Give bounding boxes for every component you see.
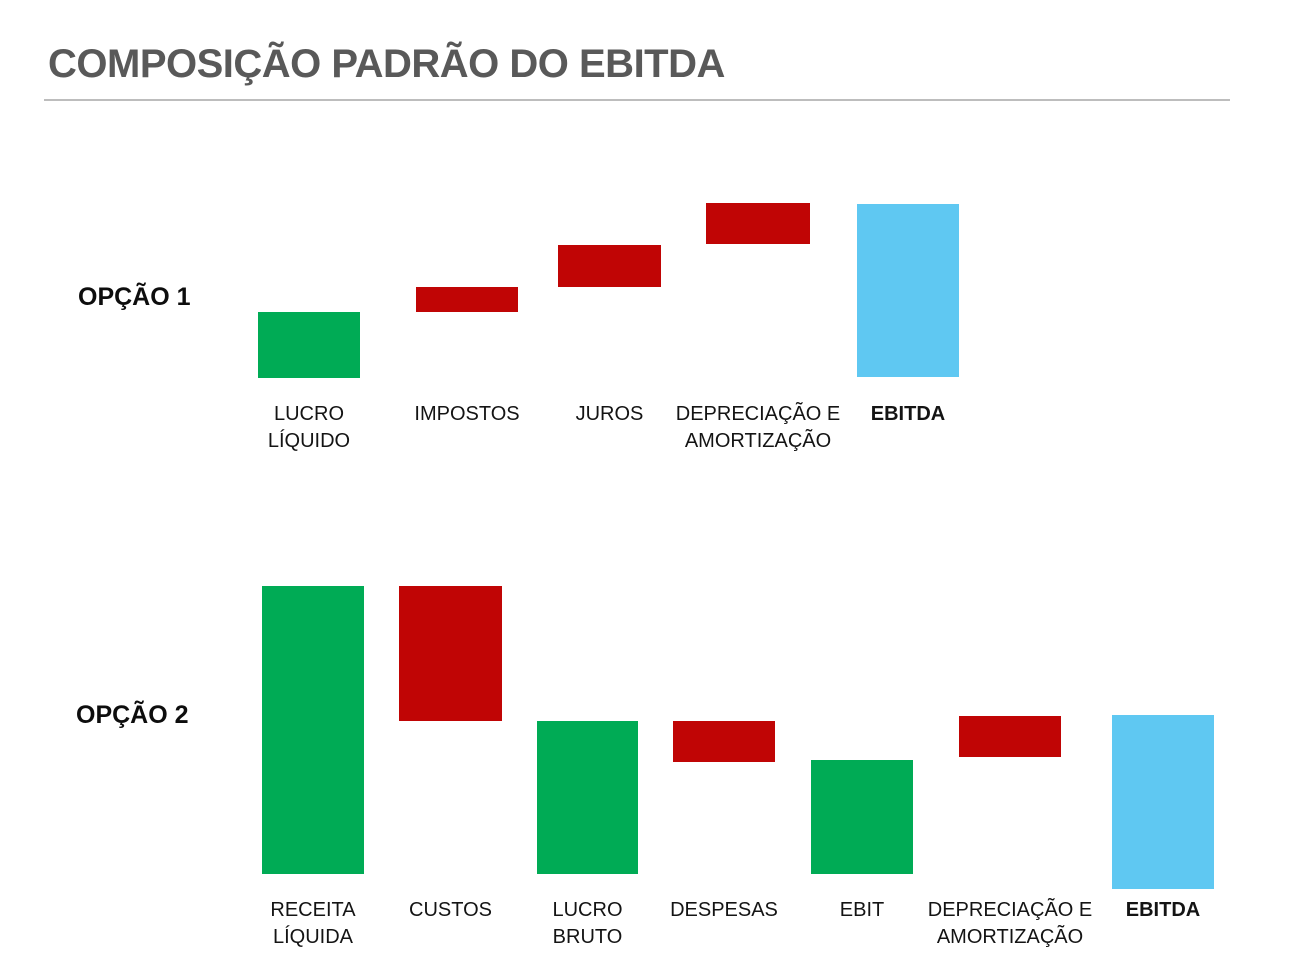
page-title: COMPOSIÇÃO PADRÃO DO EBITDA [48,42,725,86]
bar-depreciacao-e-amortizacao [706,203,810,244]
bar-label-despesas: DESPESAS [670,899,778,921]
bar-label-lucro-liquido: LUCRO LÍQUIDO [267,403,351,452]
bar-label-receita-liquida: RECEITA LÍQUIDA [270,899,356,948]
bar-custos [399,586,502,721]
bar-juros [558,245,661,287]
bar-label-depreciacao-e-amortizacao: DEPRECIAÇÃO E AMORTIZAÇÃO [927,899,1093,948]
bar-label-custos: CUSTOS [409,899,492,921]
section-label-opcao-1: OPÇÃO 1 [78,283,191,311]
bar-despesas [673,721,775,762]
bar-ebitda [1112,715,1214,889]
bar-label-ebit: EBIT [839,899,885,921]
bar-label-ebitda: EBITDA [870,403,946,425]
section-label-opcao-2: OPÇÃO 2 [76,701,189,729]
bar-receita-liquida [262,586,364,874]
title-divider [44,99,1230,101]
bar-lucro-liquido [258,312,360,378]
bar-label-depreciacao-e-amortizacao: DEPRECIAÇÃO E AMORTIZAÇÃO [675,403,841,452]
bar-lucro-bruto [537,721,638,874]
bar-label-lucro-bruto: LUCRO BRUTO [552,899,623,948]
bar-label-ebitda: EBITDA [1125,899,1201,921]
bar-label-impostos: IMPOSTOS [414,403,520,425]
bar-label-juros: JUROS [575,403,644,425]
bar-depreciacao-e-amortizacao [959,716,1061,757]
bar-ebitda [857,204,959,377]
bar-impostos [416,287,518,312]
bar-ebit [811,760,913,874]
